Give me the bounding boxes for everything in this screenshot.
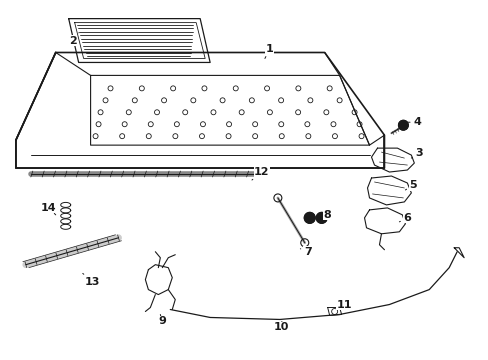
Text: 2: 2 — [69, 33, 79, 46]
Text: 6: 6 — [399, 213, 410, 223]
Text: 3: 3 — [410, 148, 422, 158]
Text: 9: 9 — [158, 315, 166, 327]
Text: 7: 7 — [300, 247, 311, 257]
Text: 13: 13 — [82, 274, 100, 287]
Text: 8: 8 — [319, 210, 331, 220]
Circle shape — [304, 212, 315, 223]
Text: 4: 4 — [407, 117, 420, 127]
Text: 14: 14 — [41, 203, 57, 215]
Text: 10: 10 — [274, 321, 289, 332]
Text: 12: 12 — [251, 167, 269, 180]
Circle shape — [398, 120, 407, 130]
Circle shape — [316, 212, 326, 223]
Text: 1: 1 — [264, 44, 273, 58]
Text: 11: 11 — [336, 300, 352, 310]
Text: 5: 5 — [405, 180, 416, 190]
